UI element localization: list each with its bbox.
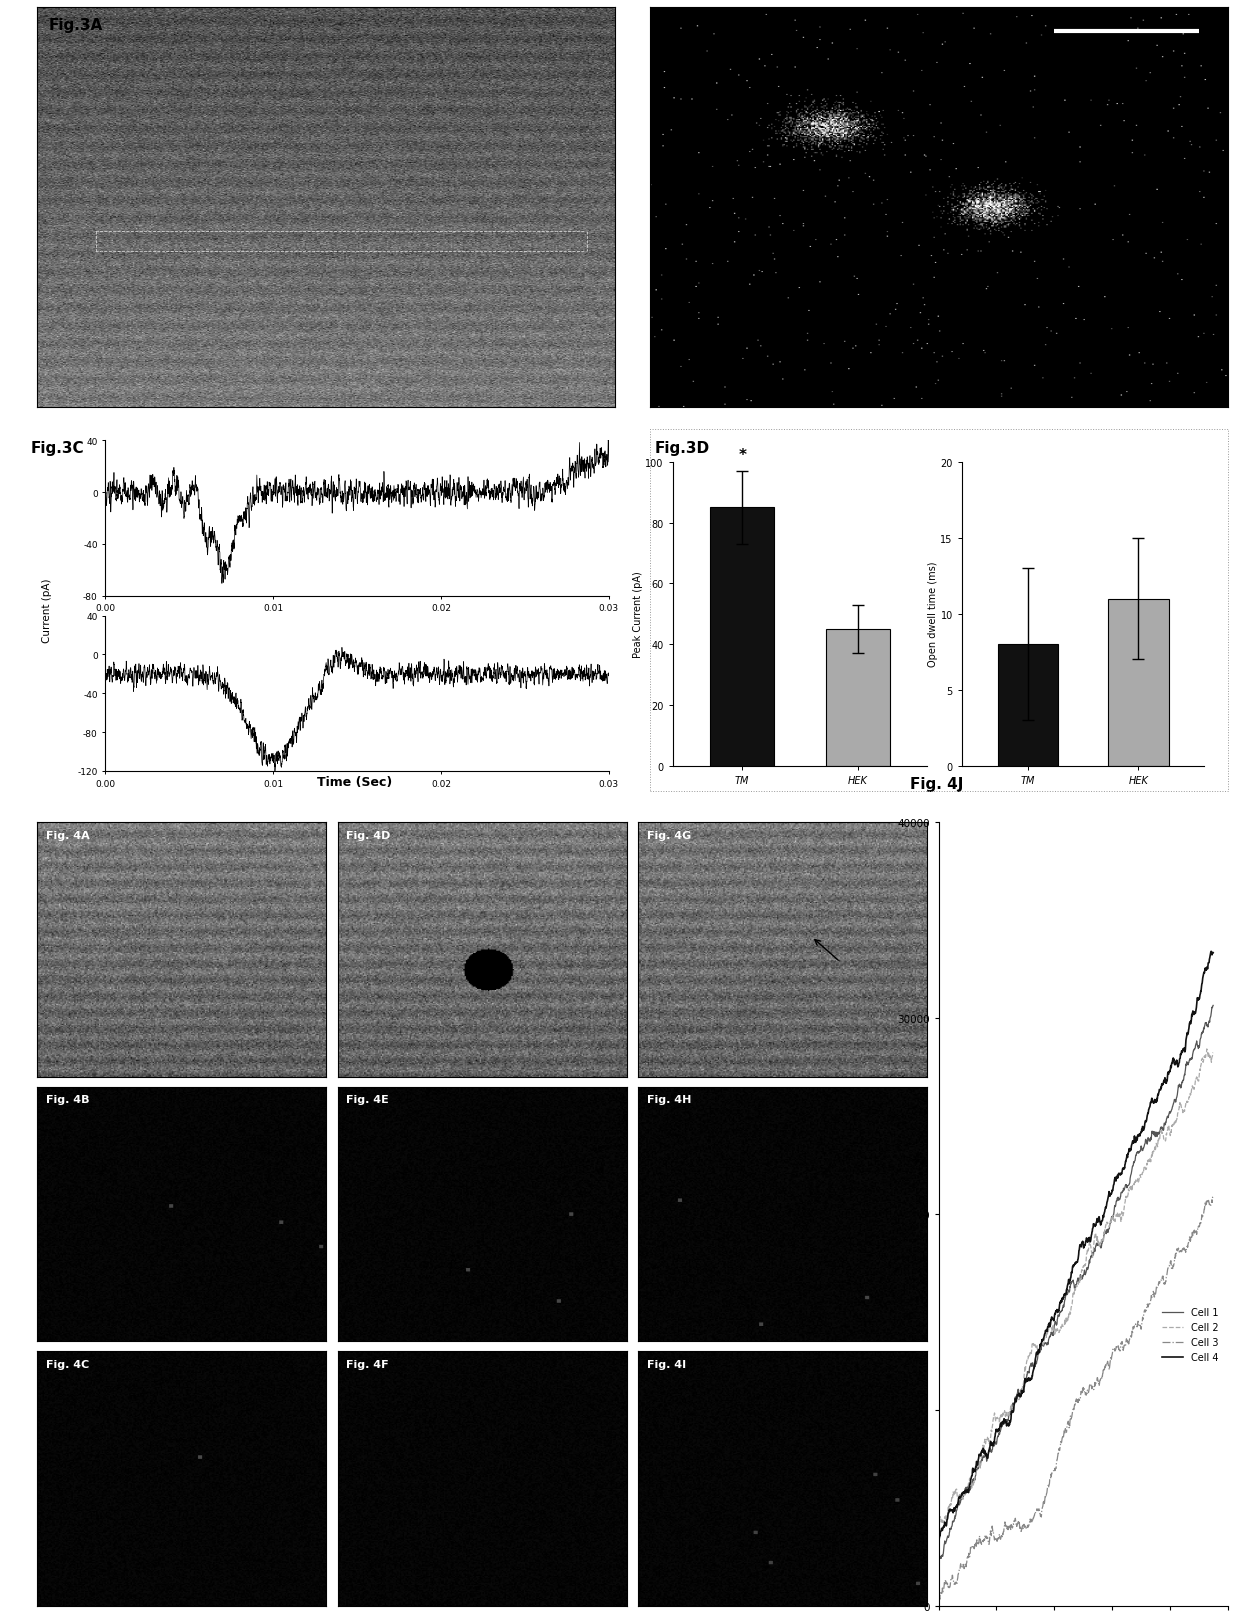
Cell 2: [1199, 1039, 1214, 1059]
Text: Current (pA): Current (pA): [42, 578, 52, 642]
Cell 4: [931, 1528, 946, 1548]
Text: Fig. 4G: Fig. 4G: [647, 830, 691, 841]
Line: Cell 2: Cell 2: [939, 1049, 1213, 1524]
Cell 2: [1164, 1117, 1179, 1136]
Text: Fig. 4F: Fig. 4F: [346, 1359, 389, 1369]
Cell 2: [994, 1407, 1009, 1427]
Line: Cell 4: Cell 4: [939, 952, 1213, 1538]
Legend: Cell 1, Cell 2, Cell 3, Cell 4: Cell 1, Cell 2, Cell 3, Cell 4: [1158, 1304, 1223, 1365]
Text: Fig. 4E: Fig. 4E: [346, 1094, 389, 1104]
Cell 3: [932, 1590, 947, 1609]
Text: Fig. 4I: Fig. 4I: [647, 1359, 686, 1369]
Cell 4: [1137, 1115, 1152, 1135]
Text: Fig.3D: Fig.3D: [655, 441, 709, 455]
Cell 3: [990, 1532, 1004, 1551]
Text: Fig.3B: Fig.3B: [661, 383, 715, 397]
Cell 4: [1205, 943, 1220, 962]
Y-axis label: Peak Current (pA): Peak Current (pA): [632, 571, 642, 657]
Cell 2: [1205, 1043, 1220, 1062]
Cell 4: [1167, 1049, 1182, 1068]
Cell 1: [994, 1417, 1009, 1436]
Cell 3: [931, 1588, 946, 1608]
Cell 3: [1053, 1436, 1068, 1456]
Text: Fig. 4H: Fig. 4H: [647, 1094, 691, 1104]
Cell 3: [1205, 1188, 1220, 1207]
Bar: [826, 629, 889, 767]
Text: Fig. 4J: Fig. 4J: [910, 776, 963, 791]
Cell 3: [1164, 1259, 1179, 1278]
Line: Cell 1: Cell 1: [939, 1006, 1213, 1562]
Text: Fig.3C: Fig.3C: [31, 441, 84, 455]
Cell 4: [1053, 1293, 1068, 1312]
Text: Fig. 4B: Fig. 4B: [46, 1094, 89, 1104]
Cell 3: [994, 1528, 1009, 1548]
Cell 3: [1205, 1188, 1220, 1207]
Cell 2: [1166, 1115, 1180, 1135]
Y-axis label: Intensity (A.U.): Intensity (A.U.): [880, 1167, 893, 1261]
Cell 1: [990, 1433, 1004, 1453]
Bar: [1109, 599, 1168, 767]
Bar: [998, 644, 1058, 767]
Cell 2: [1053, 1322, 1068, 1341]
Text: Fig. 4D: Fig. 4D: [346, 830, 391, 841]
Cell 3: [1167, 1256, 1182, 1275]
Cell 1: [1205, 996, 1220, 1015]
Cell 4: [1204, 943, 1219, 962]
Line: Cell 3: Cell 3: [939, 1198, 1213, 1599]
Cell 4: [931, 1528, 946, 1548]
Bar: [711, 508, 774, 767]
Cell 2: [990, 1409, 1004, 1428]
Cell 2: [1137, 1157, 1152, 1177]
Cell 1: [1164, 1101, 1179, 1120]
Text: Fig.3A: Fig.3A: [48, 18, 103, 32]
Cell 4: [1164, 1054, 1179, 1073]
Cell 1: [1166, 1094, 1180, 1114]
Cell 1: [931, 1553, 946, 1572]
Text: Fig. 4A: Fig. 4A: [46, 830, 89, 841]
Cell 1: [1053, 1302, 1068, 1322]
Cell 3: [1137, 1301, 1152, 1320]
Text: Fig. 4C: Fig. 4C: [46, 1359, 89, 1369]
Y-axis label: Open dwell time (ms): Open dwell time (ms): [928, 562, 937, 667]
Text: *: *: [738, 447, 746, 463]
Cell 1: [1137, 1136, 1152, 1156]
Cell 4: [990, 1422, 1004, 1441]
Text: Time (Sec): Time (Sec): [317, 775, 393, 788]
Cell 4: [994, 1414, 1009, 1433]
Cell 2: [931, 1514, 946, 1533]
